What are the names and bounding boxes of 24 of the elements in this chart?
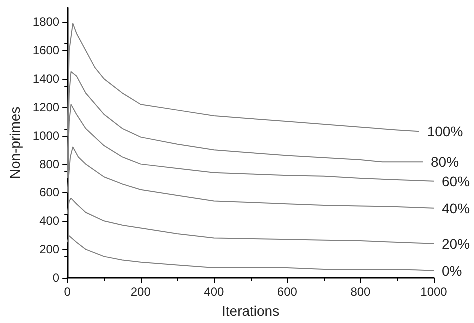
y-tick-label: 1600: [32, 44, 60, 58]
series-label: 100%: [427, 124, 464, 140]
series-label: 0%: [442, 262, 462, 279]
y-tick-label: 800: [40, 157, 60, 172]
series-label: 60%: [442, 173, 470, 190]
y-tick-label: 1400: [32, 72, 60, 86]
series-label: 40%: [442, 200, 470, 216]
y-tick-label: 0: [52, 271, 60, 285]
x-tick-label: 400: [204, 285, 224, 299]
y-tick-label: 200: [40, 242, 60, 257]
x-tick-label: 200: [130, 285, 152, 299]
y-tick-label: 1000: [32, 128, 60, 143]
x-axis-title: Iterations: [222, 303, 280, 319]
x-tick-label: 800: [350, 285, 372, 299]
y-tick-label: 1200: [32, 100, 60, 114]
y-tick-label: 400: [40, 214, 60, 228]
x-tick-label: 600: [277, 285, 298, 299]
x-tick-label: 0: [64, 285, 72, 299]
series-label: 80%: [431, 154, 460, 170]
y-axis-title: Non-primes: [7, 106, 23, 180]
x-tick-label: 1000: [420, 285, 448, 299]
series-label: 20%: [442, 236, 470, 252]
y-tick-label: 600: [40, 186, 60, 200]
y-tick-label: 1800: [32, 15, 60, 30]
